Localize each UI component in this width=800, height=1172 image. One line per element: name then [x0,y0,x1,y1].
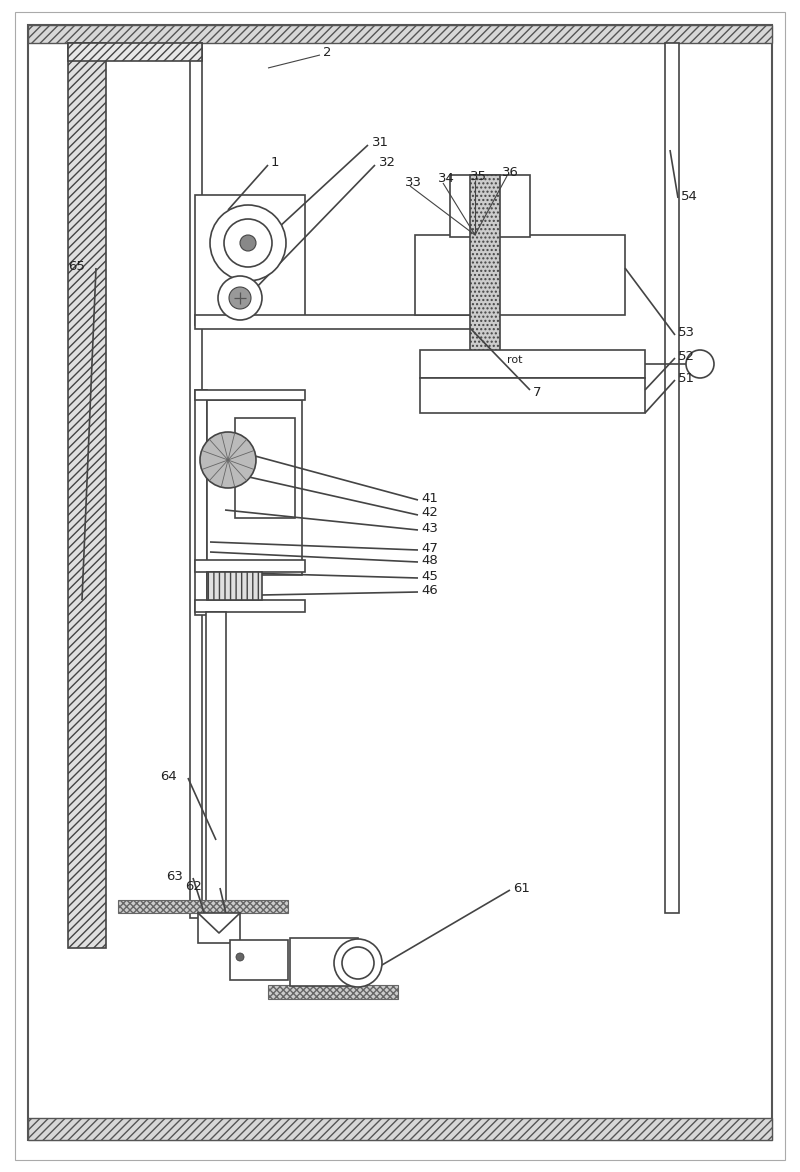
Bar [207,400,302,575]
Bar [28,25,772,43]
Circle shape [229,287,251,309]
Text: 47: 47 [421,541,438,554]
Text: 63: 63 [166,870,183,883]
Text: 51: 51 [678,372,695,384]
Circle shape [342,947,374,979]
Text: 41: 41 [421,491,438,504]
Text: 35: 35 [470,170,487,183]
Circle shape [334,939,382,987]
Text: 33: 33 [405,176,422,189]
Bar [470,175,500,390]
Text: 65: 65 [68,259,85,273]
Text: 2: 2 [323,46,331,59]
Text: 52: 52 [678,349,695,362]
Bar [68,43,202,61]
Text: 42: 42 [421,506,438,519]
Text: 64: 64 [160,770,177,783]
Bar [198,913,240,943]
Bar [206,612,226,907]
Circle shape [240,236,256,251]
Circle shape [686,350,714,379]
Bar [420,379,645,413]
Bar [195,390,207,615]
Bar [415,236,625,315]
Text: 45: 45 [421,570,438,582]
Text: 53: 53 [678,327,695,340]
Text: 31: 31 [372,136,389,150]
Text: 34: 34 [438,172,455,185]
Text: 48: 48 [421,553,438,566]
Bar [68,43,106,948]
Bar [118,900,288,913]
Bar [195,600,305,612]
Bar [207,572,262,600]
Bar [230,940,288,980]
Circle shape [224,219,272,267]
Text: 7: 7 [533,386,542,398]
Circle shape [210,205,286,281]
Text: rot: rot [507,355,522,364]
Text: 61: 61 [513,881,530,894]
Bar [195,195,305,325]
Bar [195,560,305,572]
Text: 1: 1 [271,156,279,169]
Bar [268,984,398,999]
Bar [235,418,295,518]
Text: 46: 46 [421,584,438,597]
Bar [450,175,530,237]
Text: 36: 36 [502,165,519,178]
Circle shape [218,275,262,320]
Bar [190,43,202,918]
Text: 43: 43 [421,522,438,534]
Bar [420,350,645,379]
Bar [665,43,679,913]
Text: 62: 62 [185,879,202,893]
Bar [28,1118,772,1140]
Circle shape [200,432,256,488]
Bar [290,938,358,986]
Text: 32: 32 [379,157,396,170]
Bar [195,390,305,400]
Circle shape [236,953,244,961]
Text: 54: 54 [681,190,698,203]
Bar [195,315,475,329]
